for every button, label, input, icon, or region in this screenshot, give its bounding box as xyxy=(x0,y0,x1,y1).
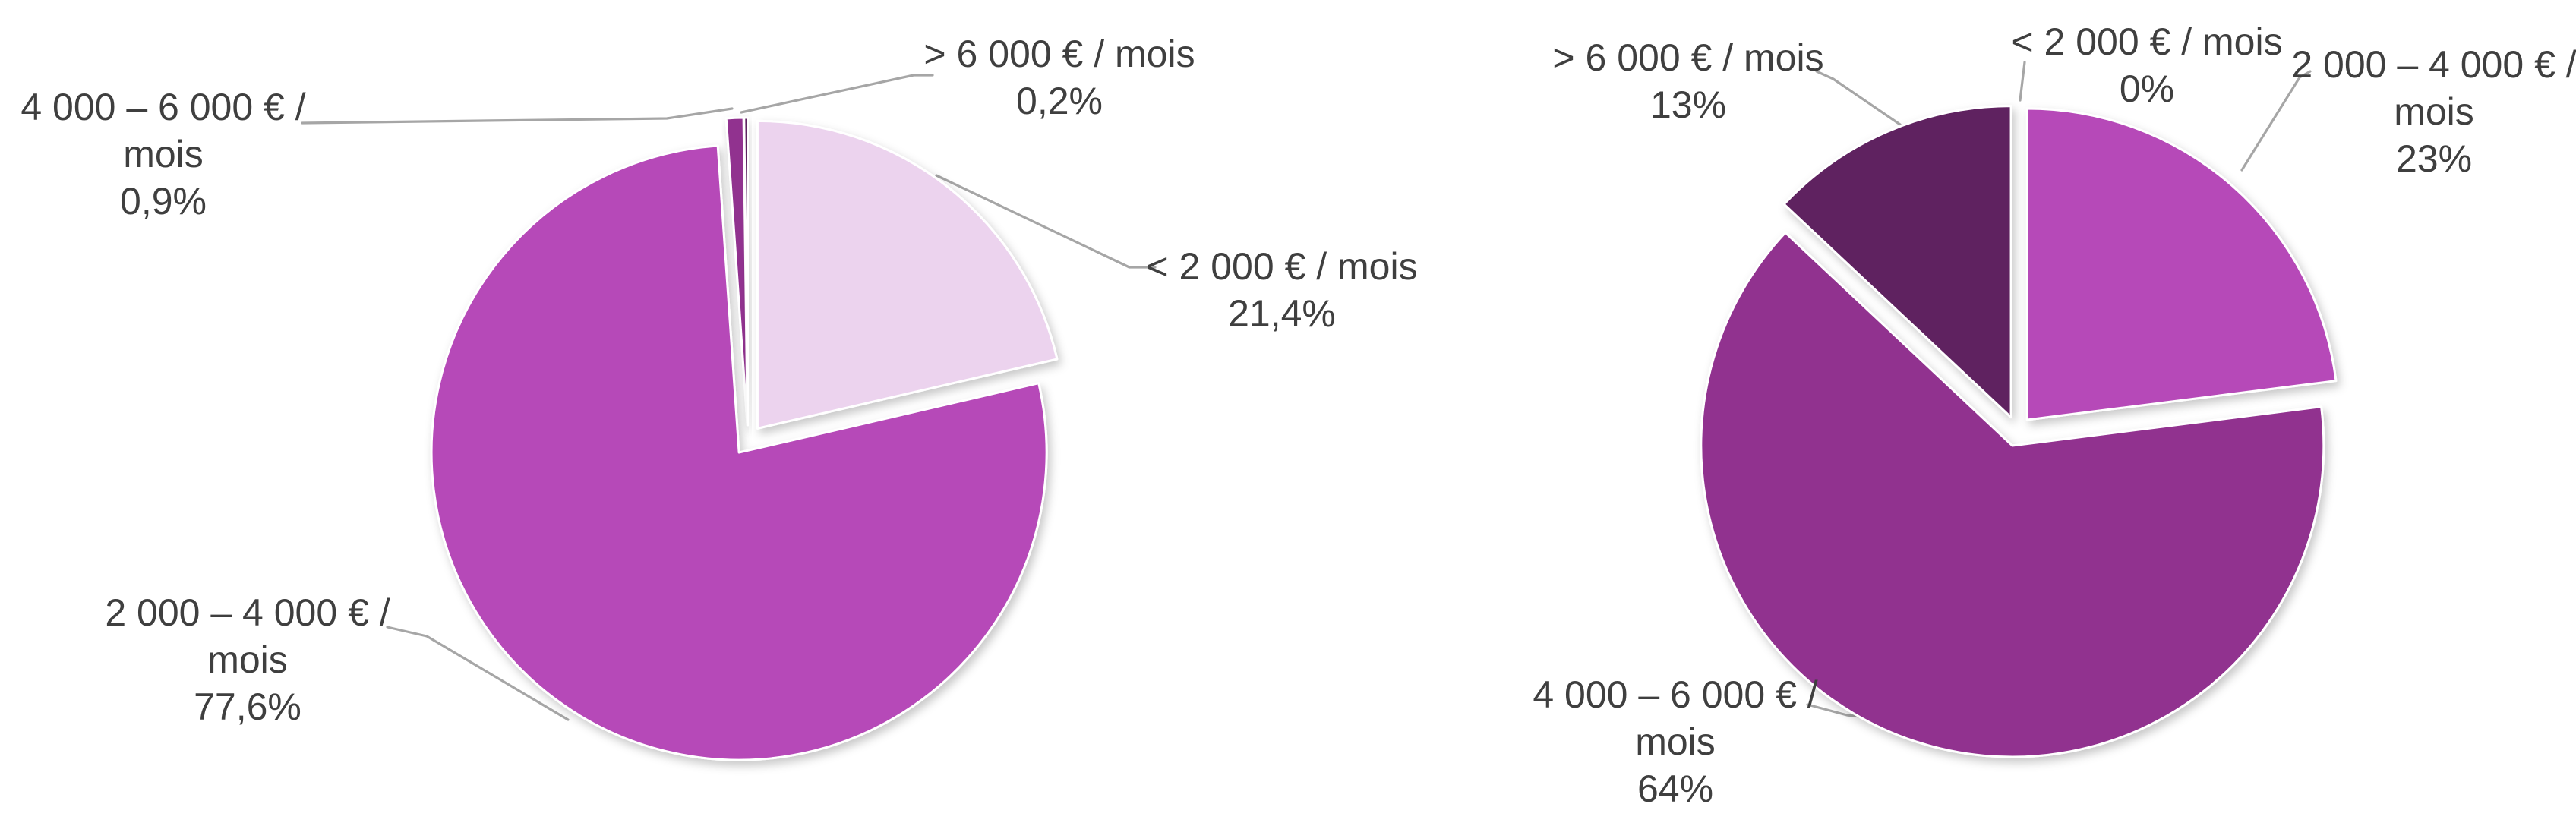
pie-right-monthly-amount-label-lt-2000: < 2 000 € / mois 0% xyxy=(2011,18,2282,112)
label-leader-line xyxy=(386,626,570,721)
slice-gt-6000 xyxy=(743,116,750,427)
label-line: 77,6% xyxy=(194,686,301,728)
pie-right-monthly-amount-label-gt-6000: > 6 000 € / mois 13% xyxy=(1552,34,1823,128)
pie-right-monthly-amount-label-2000-4000: 2 000 – 4 000 € / mois 23% xyxy=(2291,41,2576,182)
label-line: > 6 000 € / mois xyxy=(923,33,1195,75)
pie-right-monthly-amount-label-4000-6000: 4 000 – 6 000 € / mois 64% xyxy=(1533,671,1817,812)
label-leader-line xyxy=(1815,70,1902,126)
label-line: 0,2% xyxy=(1016,80,1103,122)
pie-left-monthly-amount-label-lt-2000: < 2 000 € / mois 21,4% xyxy=(1146,243,1417,337)
label-line: 64% xyxy=(1637,768,1714,810)
pie-right-monthly-amount xyxy=(1700,61,2338,758)
slice-4000-6000 xyxy=(1700,231,2325,758)
label-line: 0,9% xyxy=(120,180,207,222)
label-line: < 2 000 € / mois xyxy=(2011,20,2283,63)
label-line: 4 000 – 6 000 € / xyxy=(1533,673,1818,716)
slice-lt-2000 xyxy=(756,119,1059,430)
pie-left-monthly-amount xyxy=(301,74,1157,761)
label-line: mois xyxy=(2394,90,2474,133)
label-line: mois xyxy=(1635,720,1716,763)
label-leader-line xyxy=(2019,61,2026,102)
pie-left-monthly-amount-label-gt-6000: > 6 000 € / mois 0,2% xyxy=(923,30,1195,125)
label-line: 21,4% xyxy=(1228,292,1336,335)
label-leader-line xyxy=(2240,70,2312,172)
label-leader-line xyxy=(935,174,1157,269)
label-leader-line xyxy=(301,107,734,125)
label-line: 2 000 – 4 000 € / xyxy=(105,591,390,634)
label-line: < 2 000 € / mois xyxy=(1146,245,1418,288)
slice-gt-6000 xyxy=(1782,105,2012,419)
slice-2000-4000 xyxy=(430,144,1048,761)
label-leader-line xyxy=(740,74,934,114)
label-line: > 6 000 € / mois xyxy=(1552,36,1824,79)
label-line: 13% xyxy=(1649,84,1727,126)
slice-2000-4000 xyxy=(2025,107,2338,421)
label-line: 2 000 – 4 000 € / xyxy=(2291,43,2576,86)
label-line: 0% xyxy=(2119,68,2175,110)
label-line: mois xyxy=(123,133,204,175)
label-line: 4 000 – 6 000 € / xyxy=(21,86,306,128)
pie-left-monthly-amount-label-2000-4000: 2 000 – 4 000 € / mois 77,6% xyxy=(105,589,390,730)
pie-left-monthly-amount-label-4000-6000: 4 000 – 6 000 € / mois 0,9% xyxy=(21,84,305,225)
label-line: mois xyxy=(207,638,288,681)
label-line: 23% xyxy=(2395,137,2473,180)
